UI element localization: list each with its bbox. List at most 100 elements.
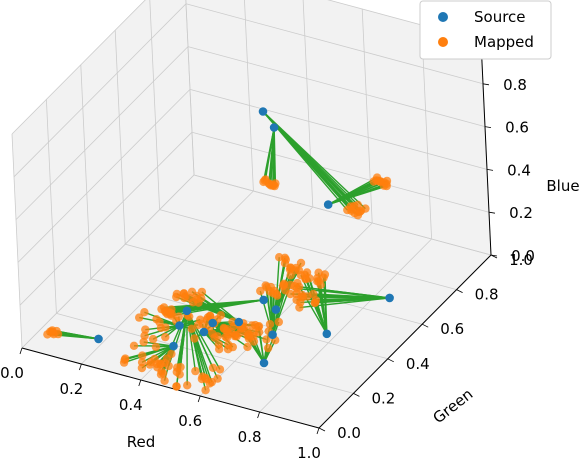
x-tick-label: 0.6: [178, 412, 202, 430]
x-axis-line: [21, 347, 320, 429]
z-axis-line: [480, 40, 492, 256]
x-tick-label: 0.4: [119, 396, 143, 414]
mapped-point: [355, 207, 365, 216]
mapped-point: [297, 292, 306, 301]
grid-line: [13, 3, 187, 178]
legend-source-marker: [438, 12, 448, 22]
mapping-line: [299, 286, 390, 299]
z-tick-label: 0.0: [511, 247, 535, 265]
y-tick-mark: [456, 289, 463, 293]
y-tick-mark: [387, 358, 394, 363]
mapped-point: [293, 278, 302, 288]
grid-line: [159, 209, 457, 290]
mapped-point: [382, 181, 391, 191]
mapping-line: [327, 180, 375, 206]
mapping-line: [271, 293, 278, 335]
grid-line: [187, 46, 486, 127]
mapped-points: [43, 173, 392, 395]
left-pane: [12, 0, 194, 348]
mapped-point: [172, 367, 181, 377]
grid-line: [81, 190, 254, 365]
grid-line: [15, 46, 189, 220]
mapped-point: [181, 292, 190, 301]
x-tick-label: 0.0: [0, 364, 24, 382]
grid-line: [19, 131, 193, 306]
source-point: [199, 327, 209, 337]
mapping-line: [124, 345, 174, 361]
mapped-point: [135, 313, 144, 322]
mapped-point: [263, 343, 273, 353]
mapped-point: [231, 330, 240, 340]
mapped-point: [274, 317, 283, 327]
mapped-point: [151, 342, 161, 352]
x-axis-label: Red: [127, 433, 156, 451]
mapped-point: [196, 315, 205, 324]
y-tick-label: 0.6: [440, 320, 464, 338]
mapped-point: [187, 287, 197, 296]
y-tick-mark: [353, 393, 360, 397]
grid-line: [21, 174, 195, 349]
mapping-line: [152, 324, 180, 340]
mapped-point: [265, 320, 275, 329]
z-axis-label: Blue: [546, 177, 579, 195]
mapped-point: [208, 363, 218, 372]
mapped-point: [254, 322, 264, 331]
x-tick-mark: [316, 427, 320, 435]
mapped-point: [316, 280, 325, 289]
mapped-point: [53, 329, 63, 339]
z-tick-mark: [482, 83, 490, 86]
mapped-point: [346, 202, 355, 211]
z-tick-label: 0.2: [509, 204, 533, 222]
grid-line: [149, 0, 160, 210]
grid-line: [302, 0, 314, 208]
mapped-point: [222, 333, 232, 342]
mapping-line: [141, 345, 174, 363]
mapped-point: [120, 355, 129, 364]
grid-line: [114, 30, 126, 245]
source-point: [385, 293, 394, 303]
mapped-point: [262, 335, 271, 344]
mapped-point: [161, 332, 170, 342]
mapped-point: [228, 342, 237, 352]
mapped-point: [139, 337, 148, 347]
mapped-point: [172, 292, 181, 302]
grid-line: [46, 99, 57, 314]
mapped-point: [129, 341, 139, 350]
source-point: [258, 107, 268, 116]
mapped-point: [247, 321, 257, 330]
source-point: [259, 358, 269, 368]
mapped-point: [187, 324, 196, 333]
mapped-point: [205, 379, 214, 388]
mapped-point: [286, 263, 295, 272]
mapped-point: [353, 200, 362, 209]
z-tick-mark: [488, 211, 496, 214]
mapped-point: [47, 327, 56, 336]
grid-line: [11, 0, 146, 135]
grid-line: [191, 131, 490, 213]
z-tick-mark: [490, 254, 498, 257]
source-point: [175, 321, 184, 330]
mapped-point: [167, 309, 177, 319]
source-point: [269, 123, 279, 132]
grid-line: [11, 133, 23, 349]
mapped-point: [256, 286, 265, 296]
mapped-point: [279, 279, 289, 288]
mapped-point: [183, 381, 192, 390]
mapped-point: [216, 311, 225, 320]
mapped-point: [156, 370, 166, 379]
mapped-point: [265, 287, 275, 296]
legend-source-label: Source: [474, 8, 526, 26]
x-tick-label: 0.8: [238, 428, 262, 446]
mapped-point: [160, 376, 169, 385]
x-tick-mark: [197, 395, 201, 403]
mapped-point: [286, 271, 295, 280]
z-tick-label: 0.8: [503, 76, 527, 94]
x-tick-label: 0.2: [59, 380, 83, 398]
z-tick-label: 0.4: [507, 161, 531, 179]
y-tick-label: 0.2: [371, 389, 395, 407]
y-axis-line: [318, 254, 492, 429]
mapped-point: [268, 181, 277, 190]
mapping-line: [186, 310, 221, 370]
mapped-point: [295, 303, 304, 312]
legend: Source Mapped: [419, 0, 552, 60]
